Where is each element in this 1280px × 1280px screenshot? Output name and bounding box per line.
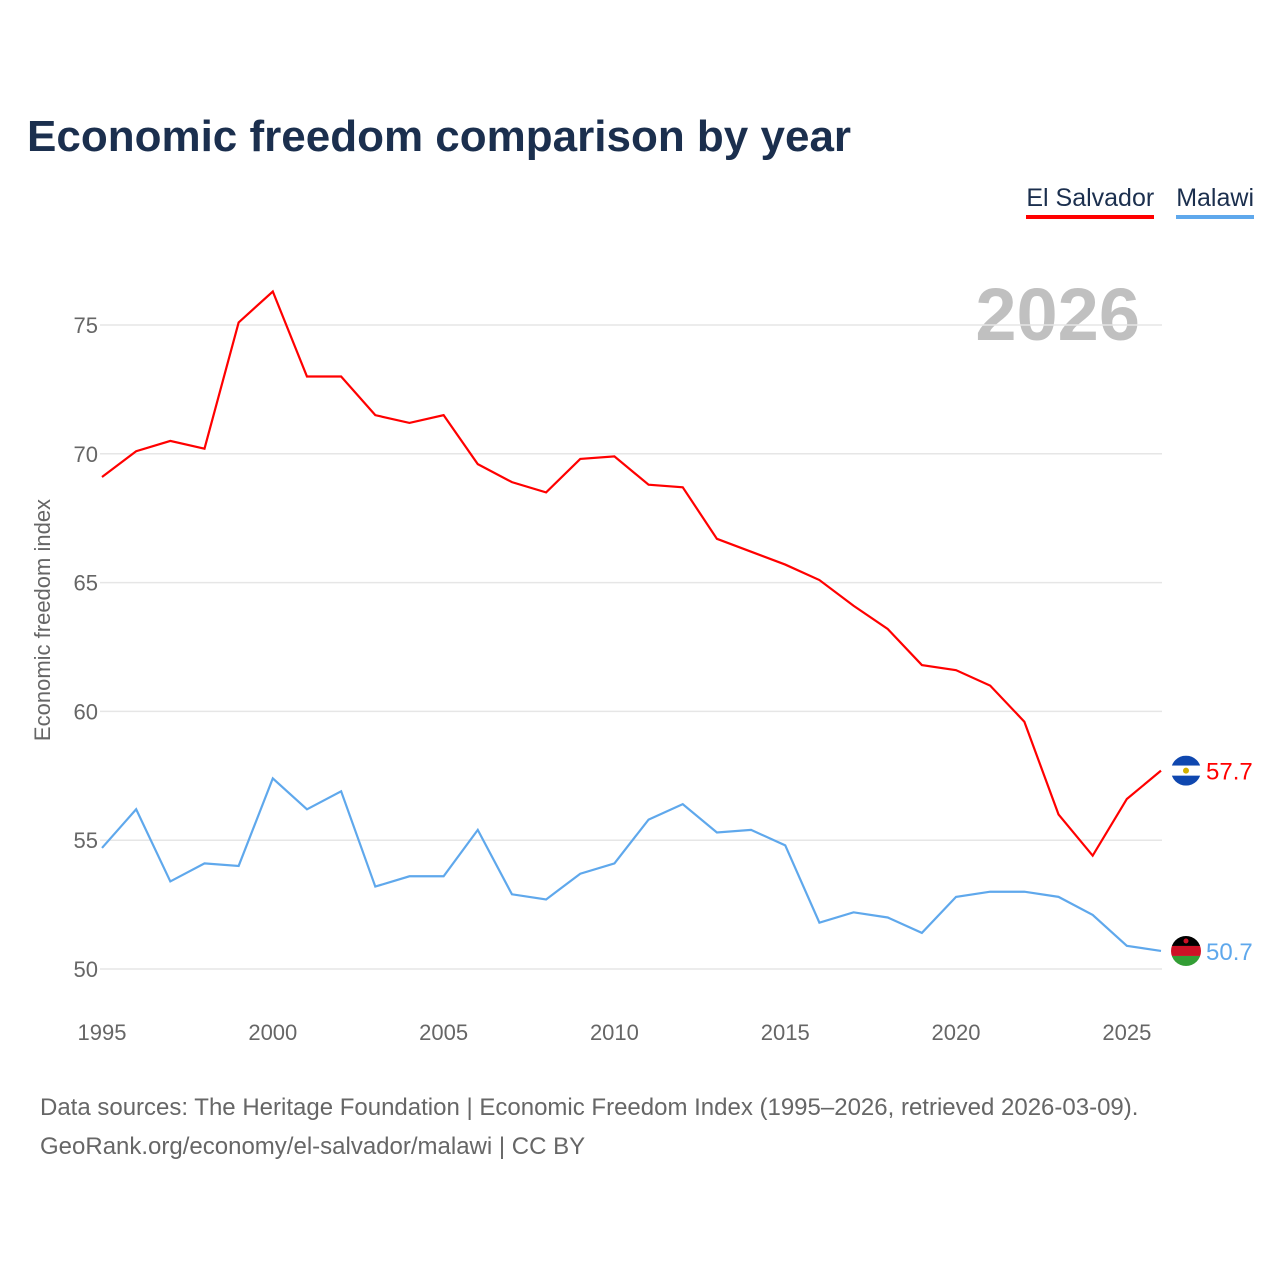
- x-tick-label: 2025: [1102, 1020, 1151, 1045]
- legend-el-salvador[interactable]: El Salvador: [1026, 184, 1155, 219]
- y-axis-label: Economic freedom index: [30, 499, 55, 741]
- legend-malawi[interactable]: Malawi: [1176, 184, 1254, 219]
- series-line-malawi: [101, 776, 1162, 953]
- source-note: Data sources: The Heritage Foundation | …: [40, 1088, 1138, 1166]
- y-tick-label: 60: [74, 699, 98, 724]
- chart-title: Economic freedom comparison by year: [27, 112, 852, 161]
- end-value-label: 57.7: [1206, 759, 1253, 786]
- y-tick-label: 75: [74, 313, 98, 338]
- source-line-1: Data sources: The Heritage Foundation | …: [40, 1094, 1139, 1121]
- x-tick-label: 2010: [590, 1020, 639, 1045]
- series-line-el-salvador: [101, 289, 1162, 858]
- x-tick-label: 1995: [78, 1020, 127, 1045]
- year-watermark: 2026: [975, 273, 1140, 356]
- y-tick-label: 50: [74, 957, 98, 982]
- legend: El Salvador Malawi: [1026, 184, 1254, 219]
- x-tick-label: 2005: [419, 1020, 468, 1045]
- el-salvador-flag-icon: [1171, 755, 1201, 786]
- x-tick-label: 2000: [248, 1020, 297, 1045]
- end-value-label: 50.7: [1206, 939, 1253, 966]
- malawi-flag-icon: [1171, 935, 1201, 966]
- y-tick-label: 65: [74, 571, 98, 596]
- x-tick-label: 2015: [761, 1020, 810, 1045]
- source-line-2: GeoRank.org/economy/el-salvador/malawi |…: [40, 1133, 586, 1160]
- x-tick-label: 2020: [932, 1020, 981, 1045]
- y-tick-label: 55: [74, 828, 98, 853]
- y-tick-label: 70: [74, 442, 98, 467]
